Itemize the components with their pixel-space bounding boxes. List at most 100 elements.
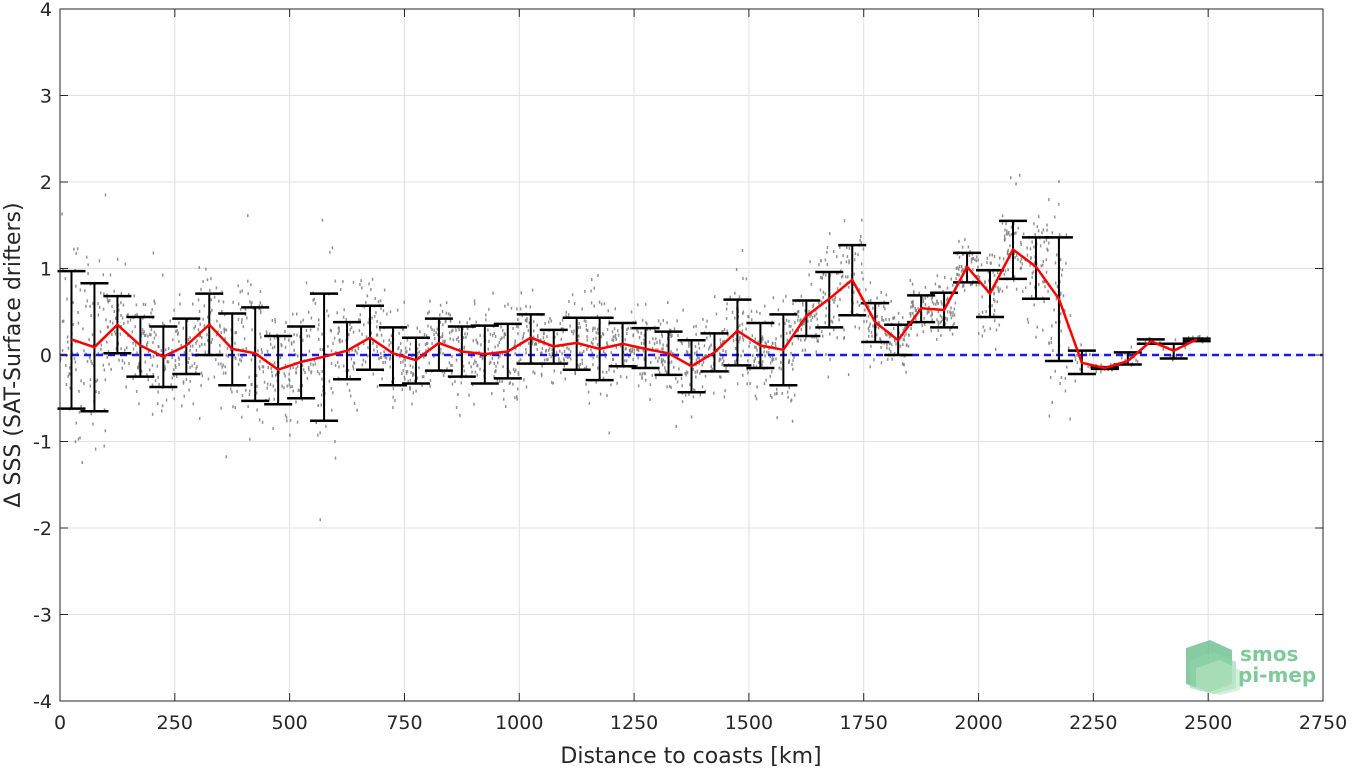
scatter-point — [649, 383, 652, 387]
scatter-point — [245, 388, 247, 392]
scatter-point — [694, 344, 697, 348]
scatter-point — [734, 360, 736, 364]
scatter-point — [201, 374, 204, 378]
scatter-point — [510, 306, 513, 310]
scatter-point — [1064, 389, 1067, 393]
scatter-point — [310, 316, 313, 320]
scatter-point — [343, 308, 345, 312]
scatter-point — [269, 383, 272, 387]
scatter-point — [977, 265, 979, 269]
scatter-point — [658, 356, 660, 360]
scatter-point — [905, 325, 907, 329]
scatter-point — [1048, 241, 1050, 245]
scatter-point — [161, 273, 164, 277]
scatter-point — [108, 362, 110, 366]
scatter-point — [183, 350, 186, 354]
scatter-point — [525, 351, 527, 355]
scatter-point — [690, 415, 693, 419]
scatter-point — [894, 338, 896, 342]
scatter-point — [447, 312, 450, 316]
scatter-point — [352, 280, 355, 284]
scatter-point — [172, 368, 175, 372]
scatter-point — [824, 292, 827, 296]
scatter-point — [67, 346, 70, 350]
scatter-point — [636, 328, 638, 332]
scatter-point — [764, 341, 766, 345]
scatter-point — [854, 325, 857, 329]
scatter-point — [626, 327, 628, 331]
scatter-point — [1022, 232, 1025, 236]
scatter-point — [629, 350, 632, 354]
scatter-point — [841, 275, 843, 279]
scatter-point — [719, 338, 722, 342]
scatter-point — [581, 351, 583, 355]
scatter-point — [317, 327, 319, 331]
scatter-point — [428, 361, 430, 365]
scatter-point — [705, 353, 707, 357]
scatter-point — [1047, 289, 1049, 293]
scatter-point — [296, 354, 299, 358]
scatter-point — [221, 290, 223, 294]
scatter-point — [379, 351, 382, 355]
x-tick-label: 2000 — [954, 712, 1002, 734]
scatter-point — [606, 328, 609, 332]
scatter-point — [442, 352, 444, 356]
scatter-point — [360, 279, 362, 283]
scatter-point — [384, 360, 387, 364]
scatter-point — [260, 311, 262, 315]
scatter-point — [1074, 379, 1076, 383]
scatter-point — [95, 390, 97, 394]
scatter-point — [300, 320, 302, 324]
scatter-point — [826, 250, 828, 254]
scatter-point — [213, 375, 216, 379]
scatter-point — [1067, 346, 1070, 350]
scatter-point — [531, 288, 534, 292]
scatter-point — [857, 253, 859, 257]
scatter-point — [283, 372, 285, 376]
scatter-point — [1060, 273, 1063, 277]
scatter-point — [321, 332, 323, 336]
scatter-point — [989, 253, 991, 257]
scatter-point — [541, 347, 544, 351]
scatter-point — [885, 293, 888, 297]
scatter-point — [781, 392, 783, 396]
scatter-point — [1026, 253, 1029, 257]
scatter-point — [902, 343, 904, 347]
scatter-point — [860, 262, 863, 266]
scatter-point — [318, 337, 320, 341]
scatter-point — [1079, 367, 1081, 371]
scatter-point — [705, 325, 707, 329]
scatter-point — [569, 324, 571, 328]
scatter-point — [750, 318, 753, 322]
scatter-point — [594, 326, 596, 330]
scatter-point — [922, 299, 925, 303]
scatter-point — [457, 393, 459, 397]
scatter-point — [702, 317, 704, 321]
scatter-point — [591, 351, 594, 355]
scatter-point — [1060, 375, 1063, 379]
scatter-point — [969, 283, 972, 287]
scatter-point — [931, 318, 933, 322]
scatter-point — [466, 332, 469, 336]
scatter-point — [765, 378, 767, 382]
scatter-point — [858, 304, 861, 308]
scatter-point — [336, 360, 339, 364]
scatter-point — [157, 402, 159, 406]
scatter-point — [371, 277, 374, 281]
scatter-point — [742, 310, 745, 314]
scatter-point — [346, 382, 349, 386]
scatter-point — [595, 336, 597, 340]
scatter-point — [505, 352, 507, 356]
scatter-point — [469, 317, 471, 321]
scatter-point — [859, 238, 861, 242]
scatter-point — [784, 322, 786, 326]
scatter-point — [882, 305, 885, 309]
scatter-point — [86, 359, 89, 363]
scatter-point — [497, 356, 500, 360]
scatter-point — [1014, 256, 1016, 260]
scatter-point — [382, 309, 385, 313]
scatter-point — [1033, 222, 1035, 226]
scatter-point — [664, 366, 666, 370]
scatter-point — [409, 385, 411, 389]
scatter-point — [488, 307, 490, 311]
